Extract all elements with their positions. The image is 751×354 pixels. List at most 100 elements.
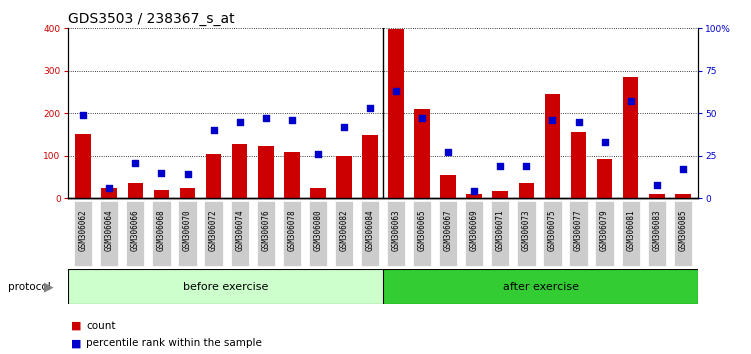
Text: GSM306080: GSM306080 — [313, 209, 322, 251]
Text: GSM306062: GSM306062 — [79, 209, 88, 251]
Point — [520, 163, 532, 169]
Bar — [68, 269, 383, 304]
Bar — [309, 201, 327, 266]
Bar — [204, 201, 223, 266]
Text: GSM306084: GSM306084 — [366, 209, 375, 251]
Bar — [101, 188, 117, 198]
Bar — [439, 201, 457, 266]
Text: GSM306067: GSM306067 — [444, 209, 453, 251]
Bar — [310, 188, 326, 198]
Bar — [152, 201, 170, 266]
Point — [129, 160, 141, 165]
Bar — [597, 159, 612, 198]
Text: ■: ■ — [71, 321, 82, 331]
Text: percentile rank within the sample: percentile rank within the sample — [86, 338, 262, 348]
Point — [599, 139, 611, 145]
Bar — [154, 190, 169, 198]
Bar — [571, 132, 587, 198]
Bar — [232, 144, 248, 198]
Bar — [336, 156, 351, 198]
Point — [364, 105, 376, 111]
Point — [677, 166, 689, 172]
Bar — [649, 194, 665, 198]
Bar — [128, 183, 143, 198]
Text: GDS3503 / 238367_s_at: GDS3503 / 238367_s_at — [68, 12, 234, 25]
Bar — [284, 152, 300, 198]
Bar — [362, 135, 378, 198]
Point — [468, 189, 480, 194]
Point — [155, 170, 167, 176]
Text: ■: ■ — [71, 338, 82, 348]
Bar — [231, 201, 249, 266]
Bar — [518, 183, 534, 198]
Text: GSM306078: GSM306078 — [288, 209, 297, 251]
Bar — [179, 188, 195, 198]
Point — [338, 124, 350, 130]
Text: GSM306069: GSM306069 — [469, 209, 478, 251]
Text: GSM306068: GSM306068 — [157, 209, 166, 251]
Bar — [623, 77, 638, 198]
Text: protocol: protocol — [8, 282, 50, 292]
Point — [547, 117, 559, 123]
Text: GSM306071: GSM306071 — [496, 209, 505, 251]
Bar — [569, 201, 587, 266]
Bar — [257, 201, 275, 266]
Point — [442, 149, 454, 155]
Text: count: count — [86, 321, 116, 331]
Bar — [674, 201, 692, 266]
Point — [104, 185, 116, 191]
Bar — [493, 190, 508, 198]
Point — [390, 88, 402, 94]
Bar — [413, 201, 431, 266]
Text: GSM306075: GSM306075 — [548, 209, 557, 251]
Bar — [179, 201, 197, 266]
Bar — [544, 94, 560, 198]
Text: GSM306063: GSM306063 — [391, 209, 400, 251]
Point — [286, 117, 298, 123]
Point — [207, 127, 219, 133]
Bar — [388, 29, 404, 198]
Text: GSM306064: GSM306064 — [105, 209, 114, 251]
Bar — [415, 109, 430, 198]
Bar — [335, 201, 353, 266]
Text: ▶: ▶ — [44, 280, 53, 293]
Text: before exercise: before exercise — [182, 282, 268, 292]
Point — [650, 182, 662, 188]
Bar — [282, 201, 301, 266]
Point — [234, 119, 246, 125]
Text: GSM306077: GSM306077 — [574, 209, 583, 251]
Text: GSM306070: GSM306070 — [183, 209, 192, 251]
Bar — [675, 194, 691, 198]
Bar — [360, 201, 379, 266]
Bar — [543, 201, 562, 266]
Bar — [206, 154, 222, 198]
Text: GSM306082: GSM306082 — [339, 209, 348, 251]
Bar — [383, 269, 698, 304]
Point — [182, 172, 194, 177]
Text: GSM306074: GSM306074 — [235, 209, 244, 251]
Bar — [465, 201, 484, 266]
Point — [260, 115, 272, 121]
Bar — [466, 194, 482, 198]
Point — [572, 119, 584, 125]
Point — [625, 98, 637, 104]
Bar — [100, 201, 119, 266]
Bar — [622, 201, 640, 266]
Bar — [647, 201, 666, 266]
Text: after exercise: after exercise — [502, 282, 579, 292]
Text: GSM306083: GSM306083 — [652, 209, 661, 251]
Bar — [74, 201, 92, 266]
Text: GSM306085: GSM306085 — [678, 209, 687, 251]
Text: GSM306072: GSM306072 — [209, 209, 218, 251]
Text: GSM306073: GSM306073 — [522, 209, 531, 251]
Point — [416, 115, 428, 121]
Bar — [258, 146, 273, 198]
Text: GSM306076: GSM306076 — [261, 209, 270, 251]
Bar — [440, 175, 456, 198]
Bar — [387, 201, 406, 266]
Text: GSM306065: GSM306065 — [418, 209, 427, 251]
Text: GSM306066: GSM306066 — [131, 209, 140, 251]
Point — [312, 151, 324, 157]
Bar — [75, 134, 91, 198]
Point — [494, 163, 506, 169]
